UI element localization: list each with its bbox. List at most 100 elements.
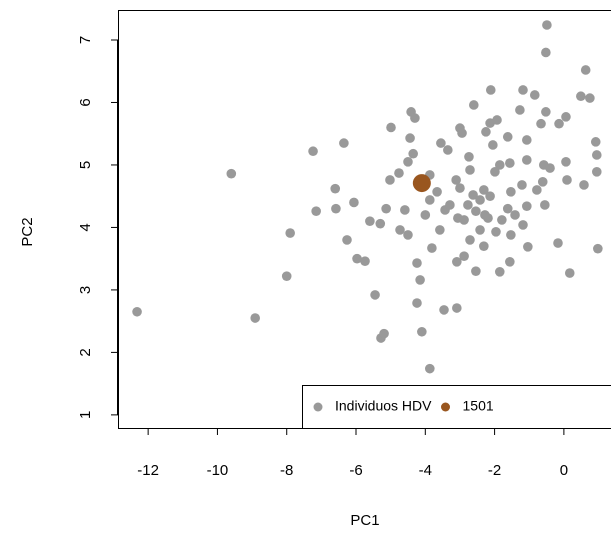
point [593, 243, 603, 254]
point [352, 253, 362, 264]
point [452, 256, 462, 267]
point [226, 168, 237, 179]
point [590, 137, 601, 147]
point [432, 187, 442, 197]
point [330, 183, 341, 194]
point [403, 230, 413, 240]
legend-marker [313, 402, 323, 412]
point [445, 200, 455, 210]
point [349, 197, 359, 208]
point [505, 256, 515, 267]
point [250, 313, 260, 323]
x-tick-label: -2 [488, 462, 501, 479]
point [541, 107, 551, 117]
point [522, 135, 532, 145]
point [537, 177, 548, 187]
point [403, 157, 413, 167]
point [471, 206, 481, 216]
point [457, 128, 467, 138]
point [425, 363, 435, 374]
x-tick-label: -12 [137, 462, 159, 479]
point [580, 65, 591, 75]
y-tick-label: 3 [77, 286, 94, 294]
point [562, 175, 572, 185]
point [488, 140, 498, 150]
x-tick-label: -8 [280, 462, 293, 479]
point [417, 326, 427, 337]
y-tick-label: 7 [77, 36, 94, 44]
y-tick-label: 2 [77, 348, 94, 356]
point [386, 122, 396, 133]
point [506, 230, 516, 240]
point [443, 145, 453, 155]
y-tick-label: 5 [77, 161, 94, 169]
point [591, 167, 602, 177]
y-axis-title: PC2 [19, 217, 36, 246]
point [339, 138, 349, 148]
point [541, 47, 551, 58]
points [132, 20, 603, 374]
point [459, 215, 469, 225]
point [591, 150, 602, 160]
point [542, 20, 552, 30]
point [412, 174, 431, 193]
point [553, 238, 563, 248]
point [410, 113, 420, 123]
point [395, 225, 405, 235]
point [435, 225, 445, 235]
point [452, 303, 462, 313]
point [400, 205, 410, 215]
point [561, 112, 571, 122]
legend-box [302, 385, 611, 429]
point [479, 185, 489, 195]
point [132, 306, 142, 317]
point [475, 195, 485, 205]
point [492, 115, 502, 125]
x-tick-label: 0 [560, 462, 568, 479]
point [425, 195, 435, 205]
point [308, 146, 318, 157]
y-tick-label: 4 [77, 223, 94, 231]
point [491, 227, 501, 237]
point [379, 328, 389, 339]
point [518, 220, 528, 230]
point [502, 203, 513, 214]
point [540, 200, 550, 210]
point [455, 183, 465, 193]
point [518, 85, 528, 95]
point [285, 228, 295, 238]
point [536, 118, 546, 129]
legend-marker [441, 402, 450, 412]
point [545, 163, 555, 173]
point [436, 138, 446, 148]
x-axis-title: PC1 [350, 512, 379, 529]
point [469, 100, 479, 110]
point [475, 225, 485, 235]
x-tick-label: -4 [419, 462, 432, 479]
point [375, 218, 386, 229]
point [381, 203, 391, 214]
point [481, 127, 491, 137]
point [465, 235, 475, 245]
point [408, 148, 418, 159]
point [468, 190, 478, 200]
point [463, 200, 473, 210]
point [554, 118, 564, 129]
point [517, 180, 527, 190]
point [497, 215, 507, 225]
point [394, 168, 404, 178]
point [412, 298, 422, 308]
point [451, 175, 461, 185]
x-tick-label: -6 [349, 462, 362, 479]
point [561, 157, 571, 167]
point [564, 268, 575, 278]
y-tick-label: 6 [77, 98, 94, 106]
x-tick-label: -10 [207, 462, 229, 479]
point [370, 290, 380, 300]
point [485, 85, 496, 95]
point [523, 242, 533, 252]
point [483, 213, 493, 223]
point [427, 243, 437, 253]
